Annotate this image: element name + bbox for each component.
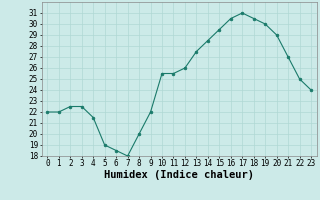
X-axis label: Humidex (Indice chaleur): Humidex (Indice chaleur) xyxy=(104,170,254,180)
